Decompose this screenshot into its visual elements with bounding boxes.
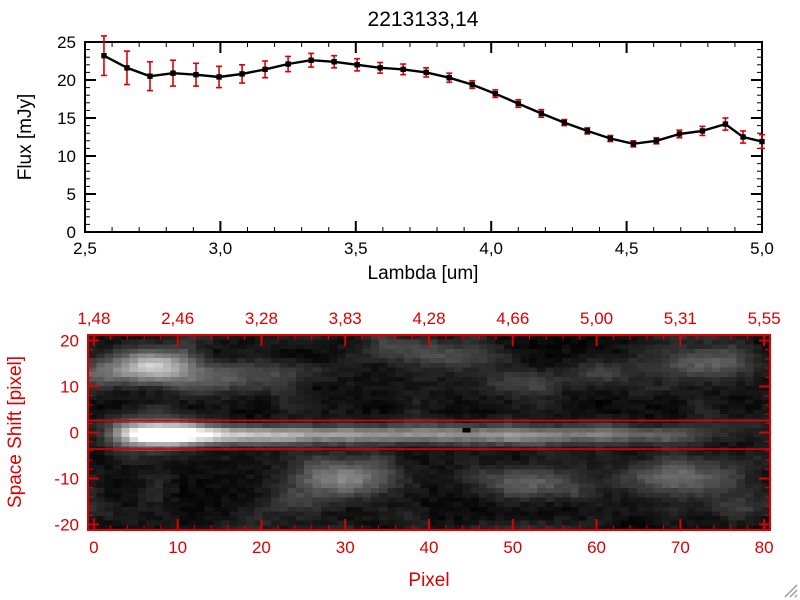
pixel-axis-label: Pixel [408,570,450,591]
svg-text:3,0: 3,0 [209,239,233,258]
svg-text:70: 70 [671,538,690,557]
svg-text:4,28: 4,28 [412,309,445,328]
svg-text:0: 0 [89,538,98,557]
svg-text:5,31: 5,31 [664,309,697,328]
svg-text:3,83: 3,83 [329,309,362,328]
svg-text:-20: -20 [54,515,79,534]
svg-text:10: 10 [57,147,76,166]
svg-text:-10: -10 [54,469,79,488]
svg-text:4,0: 4,0 [479,239,503,258]
svg-text:3,5: 3,5 [344,239,368,258]
space-shift-axis-label: Space Shift [pixel] [5,355,26,509]
svg-text:4,5: 4,5 [615,239,639,258]
spectrum-markers [101,52,765,147]
svg-text:60: 60 [587,538,606,557]
svg-text:5,0: 5,0 [750,239,774,258]
svg-text:10: 10 [168,538,187,557]
spectrum-ticks [84,41,763,233]
svg-text:2,46: 2,46 [161,309,194,328]
spectrum-errorbars [100,35,765,150]
svg-text:50: 50 [503,538,522,557]
svg-text:3,28: 3,28 [245,309,278,328]
svg-text:25: 25 [57,33,76,52]
svg-text:5: 5 [67,185,76,204]
svg-text:2,5: 2,5 [73,239,97,258]
wavelength-top-labels: 1,48 2,46 3,28 3,83 4,28 4,66 5,00 5,31 5,55 [77,309,780,328]
resize-grip[interactable] [784,584,798,598]
svg-text:0: 0 [67,223,76,242]
svg-text:20: 20 [57,71,76,90]
svg-text:15: 15 [57,109,76,128]
lambda-axis-label: Lambda [um] [367,263,479,284]
svg-text:80: 80 [755,538,774,557]
plot-title: 2213133,14 [367,8,479,31]
svg-text:20: 20 [252,538,271,557]
svg-text:4,66: 4,66 [496,309,529,328]
svg-text:0: 0 [70,424,79,443]
grip-line [789,589,798,598]
svg-text:10: 10 [60,378,79,397]
grip-line [784,584,798,598]
flux-axis-label: Flux [mJy] [15,93,36,181]
grip-line [794,594,798,598]
svg-text:30: 30 [336,538,355,557]
svg-text:1,48: 1,48 [77,309,110,328]
spectrum-frame [84,41,763,233]
spectral-image-canvas [88,335,770,530]
spectrum-tick-labels: 2,5 3,0 3,5 4,0 4,5 5,0 0 5 10 15 20 25 [57,33,774,258]
spectrum-line [103,54,763,146]
svg-text:5,55: 5,55 [748,309,781,328]
svg-text:5,00: 5,00 [580,309,613,328]
svg-text:40: 40 [420,538,439,557]
svg-text:20: 20 [60,332,79,351]
